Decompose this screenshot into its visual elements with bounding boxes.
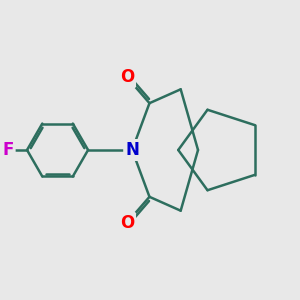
Text: O: O [120, 214, 134, 232]
Text: N: N [125, 141, 139, 159]
Text: F: F [2, 141, 14, 159]
Text: O: O [120, 68, 134, 86]
